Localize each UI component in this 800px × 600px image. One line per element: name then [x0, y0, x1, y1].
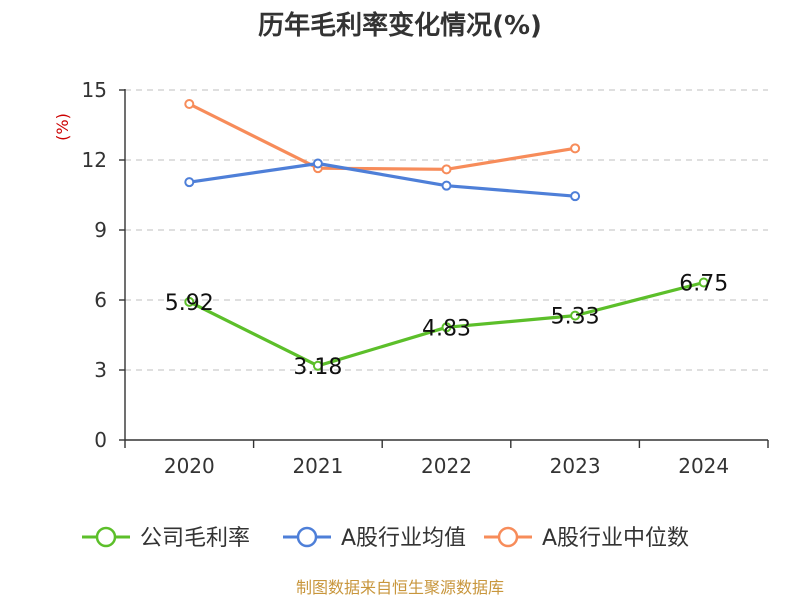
- legend-item-label: A股行业均值: [341, 526, 466, 551]
- y-tick-label: 9: [94, 218, 107, 242]
- x-tick-label: 2022: [421, 454, 472, 478]
- data-label: 5.92: [165, 291, 214, 316]
- series-layer: [184, 99, 709, 371]
- data-labels: 5.92 3.18 4.83 5.33 6.75: [165, 272, 728, 380]
- y-tick-label: 12: [82, 148, 107, 172]
- legend: 公司毛利率 A股行业均值 A股行业中位数: [82, 526, 689, 551]
- data-label: 3.18: [293, 355, 342, 380]
- data-label: 5.33: [551, 305, 600, 330]
- y-tick-label: 0: [94, 428, 107, 452]
- legend-item-label: 公司毛利率: [140, 526, 250, 551]
- data-point: [570, 143, 581, 154]
- x-tick-label: 2023: [550, 454, 601, 478]
- source-note: 制图数据来自恒生聚源数据库: [296, 578, 504, 597]
- data-point: [184, 296, 195, 307]
- data-point: [570, 191, 581, 202]
- legend-circle-marker: [497, 526, 519, 548]
- data-point: [441, 164, 452, 175]
- data-point: [312, 158, 323, 169]
- data-label: 4.83: [422, 316, 471, 341]
- data-label: 6.75: [679, 272, 728, 297]
- legend-item-label: A股行业中位数: [542, 526, 689, 551]
- grid-lines: [125, 89, 768, 371]
- data-point: [312, 360, 323, 371]
- data-point: [441, 180, 452, 191]
- y-tick-label: 15: [82, 78, 107, 102]
- x-tick-label: 2021: [292, 454, 343, 478]
- series-line: [188, 102, 576, 171]
- data-point: [184, 177, 195, 188]
- data-point: [570, 310, 581, 321]
- data-point: [698, 277, 709, 288]
- chart-title: 历年毛利率变化情况(%): [258, 10, 542, 41]
- y-tick-label: 3: [94, 358, 107, 382]
- data-point: [184, 99, 195, 109]
- data-point: [441, 322, 452, 333]
- legend-circle-marker: [95, 526, 117, 548]
- series-line: [189, 161, 576, 198]
- axes: 0 3 6 9 12 15 2020 2021 2022 2023 2024: [82, 78, 769, 478]
- y-tick-label: 6: [94, 288, 107, 312]
- x-tick-label: 2020: [164, 454, 215, 478]
- y-axis-label: (%): [53, 113, 72, 141]
- x-tick-label: 2024: [678, 454, 729, 478]
- legend-circle-marker: [296, 526, 318, 548]
